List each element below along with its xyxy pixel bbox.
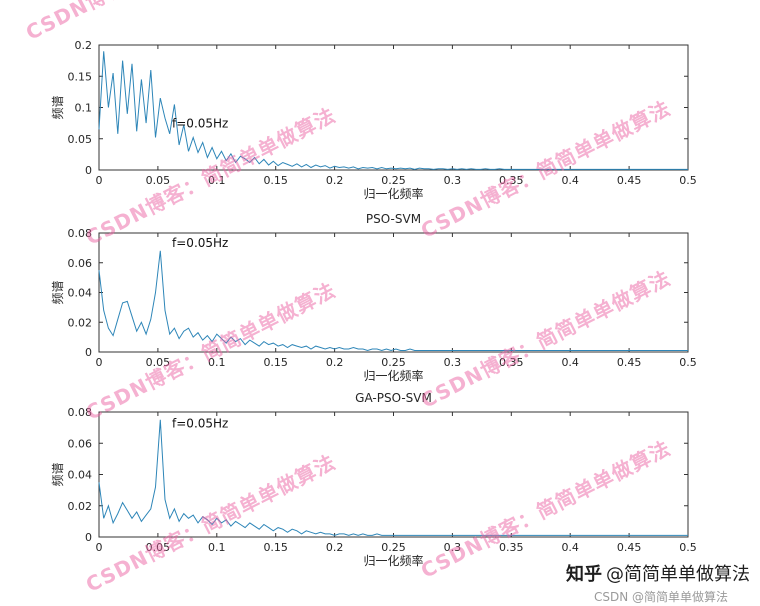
x-tick-label: 0 [96,174,103,187]
x-tick-label: 0.15 [263,356,288,369]
x-tick-label: 0.25 [381,174,406,187]
x-tick-label: 0.5 [679,356,697,369]
x-tick-label: 0.15 [263,541,288,554]
x-tick-label: 0.3 [444,174,462,187]
csdn-credit: CSDN @简简单单做算法 [594,590,729,604]
x-tick-label: 0.25 [381,541,406,554]
y-tick-label: 0.08 [68,227,93,240]
x-tick-label: 0.1 [208,356,226,369]
x-tick-label: 0.05 [146,541,171,554]
chart-title: GA-PSO-SVM [355,391,432,405]
x-tick-label: 0.05 [146,356,171,369]
x-tick-label: 0.1 [208,541,226,554]
y-tick-label: 0 [85,531,92,544]
y-tick-label: 0.2 [75,39,93,52]
x-tick-label: 0 [96,541,103,554]
x-tick-label: 0.45 [617,174,642,187]
x-tick-label: 0.05 [146,174,171,187]
annotation: f=0.05Hz [172,417,228,431]
y-tick-label: 0.1 [75,102,93,115]
annotation: f=0.05Hz [172,236,228,250]
x-tick-label: 0.35 [499,356,524,369]
x-tick-label: 0.15 [263,174,288,187]
x-tick-label: 0.4 [561,356,579,369]
y-tick-label: 0.15 [68,70,93,83]
y-tick-label: 0.02 [68,316,93,329]
y-tick-label: 0.04 [68,469,93,482]
x-tick-label: 0.3 [444,356,462,369]
x-tick-label: 0.35 [499,541,524,554]
x-tick-label: 0.1 [208,174,226,187]
axes-box [98,411,689,538]
chart-title: PSO-SVM [366,212,421,226]
x-tick-label: 0.45 [617,541,642,554]
x-tick-label: 0.5 [679,541,697,554]
y-tick-label: 0.04 [68,287,93,300]
axes-box [98,232,689,353]
y-tick-label: 0.02 [68,500,93,513]
annotation: f=0.05Hz [172,117,228,131]
x-tick-label: 0.4 [561,174,579,187]
spectrum-line [98,250,688,352]
x-tick-label: 0.25 [381,356,406,369]
spectrum-line [98,419,688,536]
x-tick-label: 0.5 [679,174,697,187]
x-tick-label: 0.2 [326,356,344,369]
x-tick-label: 0.35 [499,174,524,187]
y-tick-label: 0 [85,346,92,359]
spectrum-line [98,51,688,170]
zhihu-handle: @简简单单做算法 [606,564,750,585]
x-tick-label: 0.3 [444,541,462,554]
x-tick-label: 0.45 [617,356,642,369]
y-tick-label: 0.06 [68,257,93,270]
y-axis-label: 频谱 [51,95,65,119]
y-axis-label: 频谱 [51,280,65,304]
zhihu-logo: 知乎 [566,564,602,585]
y-tick-label: 0.05 [68,133,93,146]
x-tick-label: 0.4 [561,541,579,554]
x-axis-label: 归一化频率 [363,553,423,568]
x-tick-label: 0.2 [326,174,344,187]
x-tick-label: 0.2 [326,541,344,554]
y-tick-label: 0.06 [68,437,93,450]
zhihu-credit: 知乎 @简简单单做算法 [566,560,750,586]
axes-box [98,44,689,171]
y-tick-label: 0.08 [68,406,93,419]
y-axis-label: 频谱 [51,462,65,486]
x-tick-label: 0 [96,356,103,369]
x-axis-label: 归一化频率 [363,368,423,383]
x-axis-label: 归一化频率 [363,186,423,201]
y-tick-label: 0 [85,164,92,177]
